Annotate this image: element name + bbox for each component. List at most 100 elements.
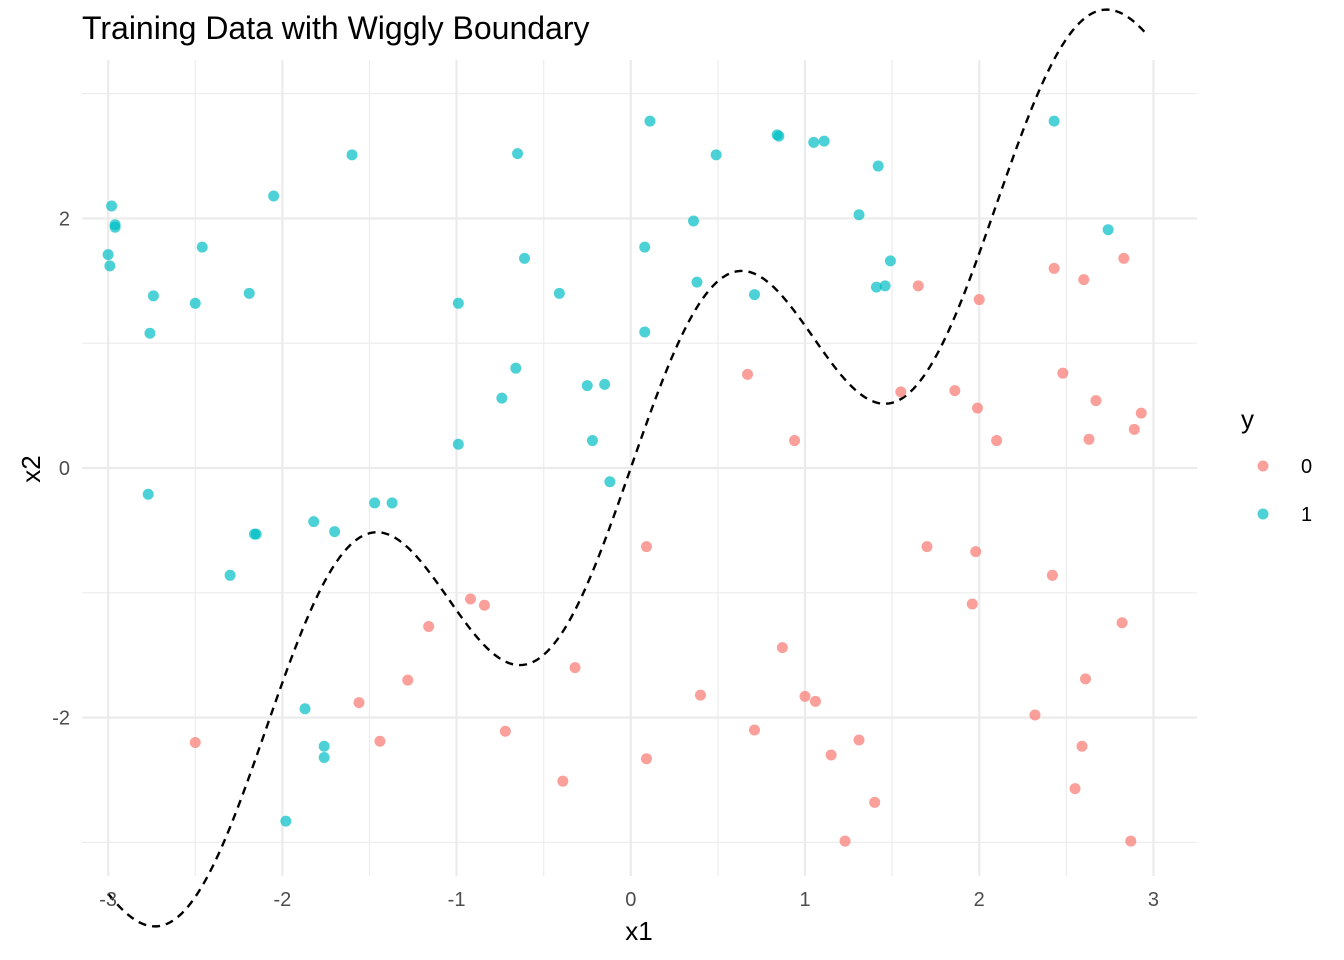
point-class-1 xyxy=(748,289,760,301)
legend-label-0: 0 xyxy=(1301,456,1312,478)
point-class-0 xyxy=(799,690,811,702)
point-class-1 xyxy=(853,209,865,221)
point-class-0 xyxy=(694,689,706,701)
point-class-1 xyxy=(808,136,820,148)
point-class-0 xyxy=(1090,395,1102,407)
point-class-0 xyxy=(1125,835,1137,847)
point-class-1 xyxy=(308,516,320,528)
point-class-0 xyxy=(1078,274,1090,286)
point-class-0 xyxy=(971,402,983,414)
point-class-1 xyxy=(870,281,882,293)
point-class-1 xyxy=(604,476,616,488)
point-class-0 xyxy=(970,546,982,558)
axis-ticks: -3 -2 -1 0 1 2 3 -2 0 2 xyxy=(52,208,1159,911)
point-class-0 xyxy=(776,642,788,654)
legend-key-0 xyxy=(1257,460,1269,472)
point-class-0 xyxy=(569,662,581,674)
grid xyxy=(82,60,1197,876)
point-class-1 xyxy=(553,287,565,299)
point-class-1 xyxy=(109,219,121,231)
point-class-1 xyxy=(879,280,891,292)
point-class-1 xyxy=(329,526,341,538)
point-class-1 xyxy=(639,241,651,253)
point-class-1 xyxy=(144,327,156,339)
point-class-0 xyxy=(640,753,652,765)
point-class-1 xyxy=(147,290,159,302)
point-class-0 xyxy=(557,775,569,787)
point-class-1 xyxy=(224,569,236,581)
point-class-1 xyxy=(586,435,598,447)
point-class-0 xyxy=(991,435,1003,447)
y-tick-label: 2 xyxy=(59,208,70,230)
point-class-1 xyxy=(510,362,522,374)
point-class-1 xyxy=(688,215,700,227)
point-class-1 xyxy=(639,326,651,338)
legend-label-1: 1 xyxy=(1301,504,1312,526)
point-class-0 xyxy=(465,593,477,605)
legend: y 0 1 xyxy=(1241,404,1312,526)
point-class-0 xyxy=(912,280,924,292)
point-class-1 xyxy=(1048,115,1060,127)
point-class-0 xyxy=(809,695,821,707)
x-tick-label: -3 xyxy=(99,889,117,911)
point-class-1 xyxy=(369,497,381,509)
point-class-1 xyxy=(1102,224,1114,236)
x-axis-title: x1 xyxy=(625,916,652,946)
point-class-1 xyxy=(102,249,114,261)
point-class-0 xyxy=(402,674,414,686)
point-class-0 xyxy=(789,435,801,447)
x-tick-label: -1 xyxy=(448,889,466,911)
point-class-1 xyxy=(644,115,656,127)
y-tick-label: -2 xyxy=(52,708,70,730)
point-class-1 xyxy=(452,438,464,450)
point-class-0 xyxy=(640,541,652,553)
point-class-1 xyxy=(599,378,611,390)
point-class-1 xyxy=(773,130,785,142)
point-class-1 xyxy=(196,241,208,253)
x-tick-label: -2 xyxy=(273,889,291,911)
point-class-1 xyxy=(299,703,311,715)
y-axis-title: x2 xyxy=(16,455,46,482)
point-class-0 xyxy=(1135,407,1147,419)
point-class-0 xyxy=(895,386,907,398)
point-class-0 xyxy=(949,385,961,397)
x-tick-label: 3 xyxy=(1148,889,1159,911)
point-class-0 xyxy=(921,541,933,553)
point-class-1 xyxy=(519,252,531,264)
point-class-0 xyxy=(1029,709,1041,721)
point-class-0 xyxy=(1046,569,1058,581)
point-class-0 xyxy=(1080,673,1091,685)
point-class-0 xyxy=(1083,433,1095,445)
point-class-1 xyxy=(250,528,262,540)
point-class-0 xyxy=(353,697,365,709)
point-class-1 xyxy=(243,287,255,299)
data-points xyxy=(102,115,1147,847)
point-class-1 xyxy=(318,740,330,752)
point-class-0 xyxy=(423,620,435,632)
point-class-1 xyxy=(884,255,896,267)
point-class-1 xyxy=(512,148,524,160)
legend-title: y xyxy=(1241,404,1254,434)
point-class-0 xyxy=(1128,423,1140,435)
point-class-1 xyxy=(818,135,830,147)
point-class-1 xyxy=(106,200,118,212)
point-class-0 xyxy=(478,599,490,611)
point-class-0 xyxy=(189,736,201,748)
point-class-1 xyxy=(496,392,508,404)
point-class-0 xyxy=(1118,252,1130,264)
point-class-1 xyxy=(710,149,722,161)
y-tick-label: 0 xyxy=(59,458,70,480)
point-class-1 xyxy=(280,815,292,827)
point-class-1 xyxy=(581,380,593,392)
x-tick-label: 2 xyxy=(974,889,985,911)
point-class-0 xyxy=(839,835,851,847)
point-class-0 xyxy=(825,749,837,761)
point-class-0 xyxy=(1069,783,1081,795)
point-class-0 xyxy=(1057,367,1069,379)
point-class-0 xyxy=(374,735,386,747)
legend-key-1 xyxy=(1257,508,1269,520)
point-class-0 xyxy=(499,725,511,737)
point-class-0 xyxy=(853,734,865,746)
point-class-1 xyxy=(268,190,280,202)
